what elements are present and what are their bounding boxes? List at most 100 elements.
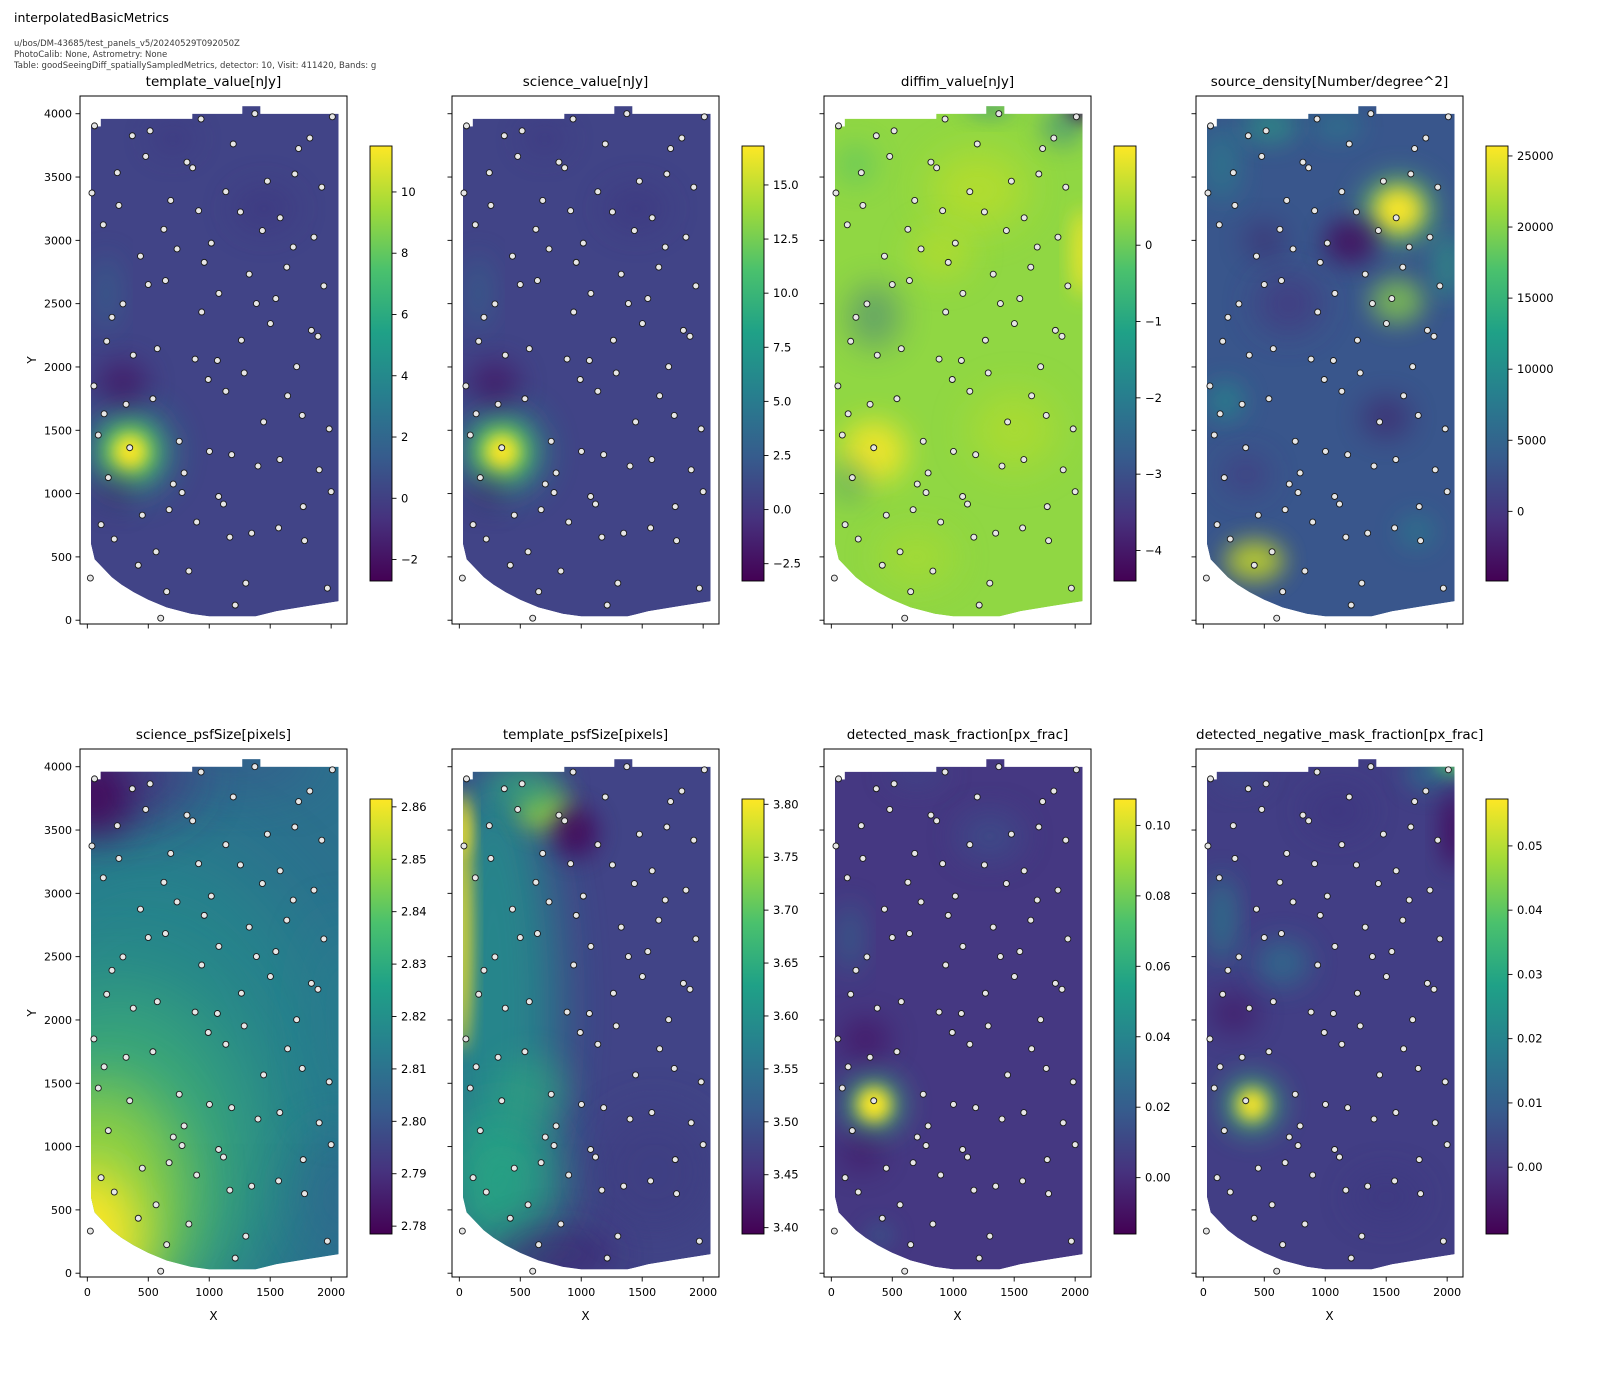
sample-point (975, 601, 983, 609)
sample-point (1206, 382, 1214, 390)
sample-point (1364, 1182, 1372, 1190)
sample-point (886, 152, 894, 160)
sample-point (1058, 332, 1066, 340)
y-tick-label: 1000 (44, 1141, 72, 1154)
sample-point (1400, 392, 1408, 400)
heatmap-blob (1244, 222, 1284, 259)
sample-point (1409, 1016, 1417, 1024)
colorbar-tick-label: 10 (401, 185, 416, 199)
sample-point (1007, 177, 1015, 185)
sample-point (104, 1127, 112, 1135)
sample-point (1202, 1227, 1210, 1235)
heatmap-plot: 0 500 1000 1500 2000 2500 3000 3500 4000 0 500 1000… (14, 745, 427, 1330)
sample-point (913, 1133, 921, 1141)
sample-point (100, 410, 108, 418)
sample-point (1289, 245, 1297, 253)
sample-point (103, 990, 111, 998)
sample-point (848, 1127, 856, 1135)
heatmap-blob (1236, 1088, 1268, 1122)
sample-point (1294, 1142, 1302, 1150)
sample-point (1045, 1190, 1053, 1198)
sample-point (1037, 1016, 1045, 1024)
colorbar-tick-label: 10000 (1517, 362, 1554, 376)
sample-point (509, 905, 516, 913)
sample-point (841, 1174, 849, 1182)
sample-point (1367, 110, 1375, 118)
sample-point (535, 1241, 543, 1249)
sample-point (165, 1159, 173, 1167)
x-tick-label: 1000 (567, 1286, 595, 1299)
colorbar-tick-label: 2.5 (773, 448, 791, 462)
sample-point (1235, 300, 1243, 308)
heatmap-blob (1072, 208, 1083, 298)
sample-point (587, 493, 595, 500)
sample-point (929, 567, 937, 575)
y-tick-label: 2500 (44, 951, 72, 964)
sample-point (237, 989, 245, 997)
sample-point (886, 805, 894, 813)
sample-point (252, 953, 260, 960)
sample-point (1039, 145, 1047, 152)
sample-point (1388, 295, 1396, 303)
panel-science-value: science_value[nJy] 15.0 12.5 10.0 7.5 5.0 2.5… (386, 72, 801, 637)
sample-point (1439, 584, 1447, 592)
sample-point (612, 1022, 620, 1030)
sample-point (995, 110, 1003, 118)
sample-point (986, 1232, 994, 1240)
sample-point (838, 1084, 846, 1092)
sample-point (169, 1133, 177, 1141)
sample-point (248, 1182, 256, 1190)
sample-point (1224, 966, 1232, 974)
sample-point (1356, 369, 1364, 377)
colorbar-tick-label: 0 (1145, 238, 1152, 252)
sample-point (175, 437, 183, 445)
sample-point (647, 524, 655, 532)
sample-point (215, 942, 223, 950)
x-tick-label: 500 (882, 1286, 903, 1299)
sample-point (99, 221, 107, 229)
sample-point (661, 243, 669, 251)
figure-title: interpolatedBasicMetrics (14, 10, 169, 25)
y-tick-label: 0 (65, 1267, 72, 1280)
sample-point (1382, 320, 1390, 327)
sample-point (325, 425, 333, 433)
sample-point (1054, 886, 1062, 894)
sample-point (1291, 437, 1299, 445)
axes-box (79, 748, 348, 1278)
sample-point (852, 313, 860, 321)
panel-svg: 0 500 1000 1500 2000 X 3.80 3.75 3.70 3.65 3.60 3.5… (447, 748, 799, 1323)
sample-point (919, 1090, 927, 1098)
colorbar-tick-label: 0.0 (773, 503, 791, 517)
sample-point (1265, 1048, 1273, 1056)
sample-point (1062, 183, 1070, 191)
colorbar-tick-label: 2.78 (401, 1219, 427, 1233)
sample-point (998, 1115, 1006, 1123)
sample-point (298, 1065, 306, 1072)
sample-point (1392, 456, 1400, 463)
sample-point (229, 140, 237, 148)
sample-point (1028, 392, 1036, 400)
sample-point (1278, 930, 1285, 938)
colorbar-tick-label: 0.04 (1145, 1030, 1171, 1044)
sample-point (197, 115, 205, 123)
sample-point (1229, 822, 1237, 830)
sample-point (545, 898, 553, 906)
y-tick-label: 0 (65, 614, 72, 627)
sample-point (863, 953, 871, 961)
x-tick-label: 2000 (317, 1286, 345, 1299)
sample-point (1299, 811, 1307, 819)
sample-point (475, 337, 483, 345)
panel-title: detected_mask_fraction[px_frac] (846, 727, 1069, 743)
sample-point (485, 822, 493, 830)
sample-point (927, 158, 935, 166)
sample-point (1313, 115, 1321, 123)
y-tick-label: 4000 (44, 108, 72, 121)
sample-point (134, 1214, 142, 1222)
colorbar-tick-label: 0.05 (1517, 839, 1543, 853)
sample-point (1219, 337, 1227, 345)
sample-point (284, 392, 292, 400)
sample-point (686, 332, 694, 340)
sample-point (635, 177, 643, 185)
sample-point (644, 295, 652, 303)
sample-point (1238, 1053, 1246, 1061)
